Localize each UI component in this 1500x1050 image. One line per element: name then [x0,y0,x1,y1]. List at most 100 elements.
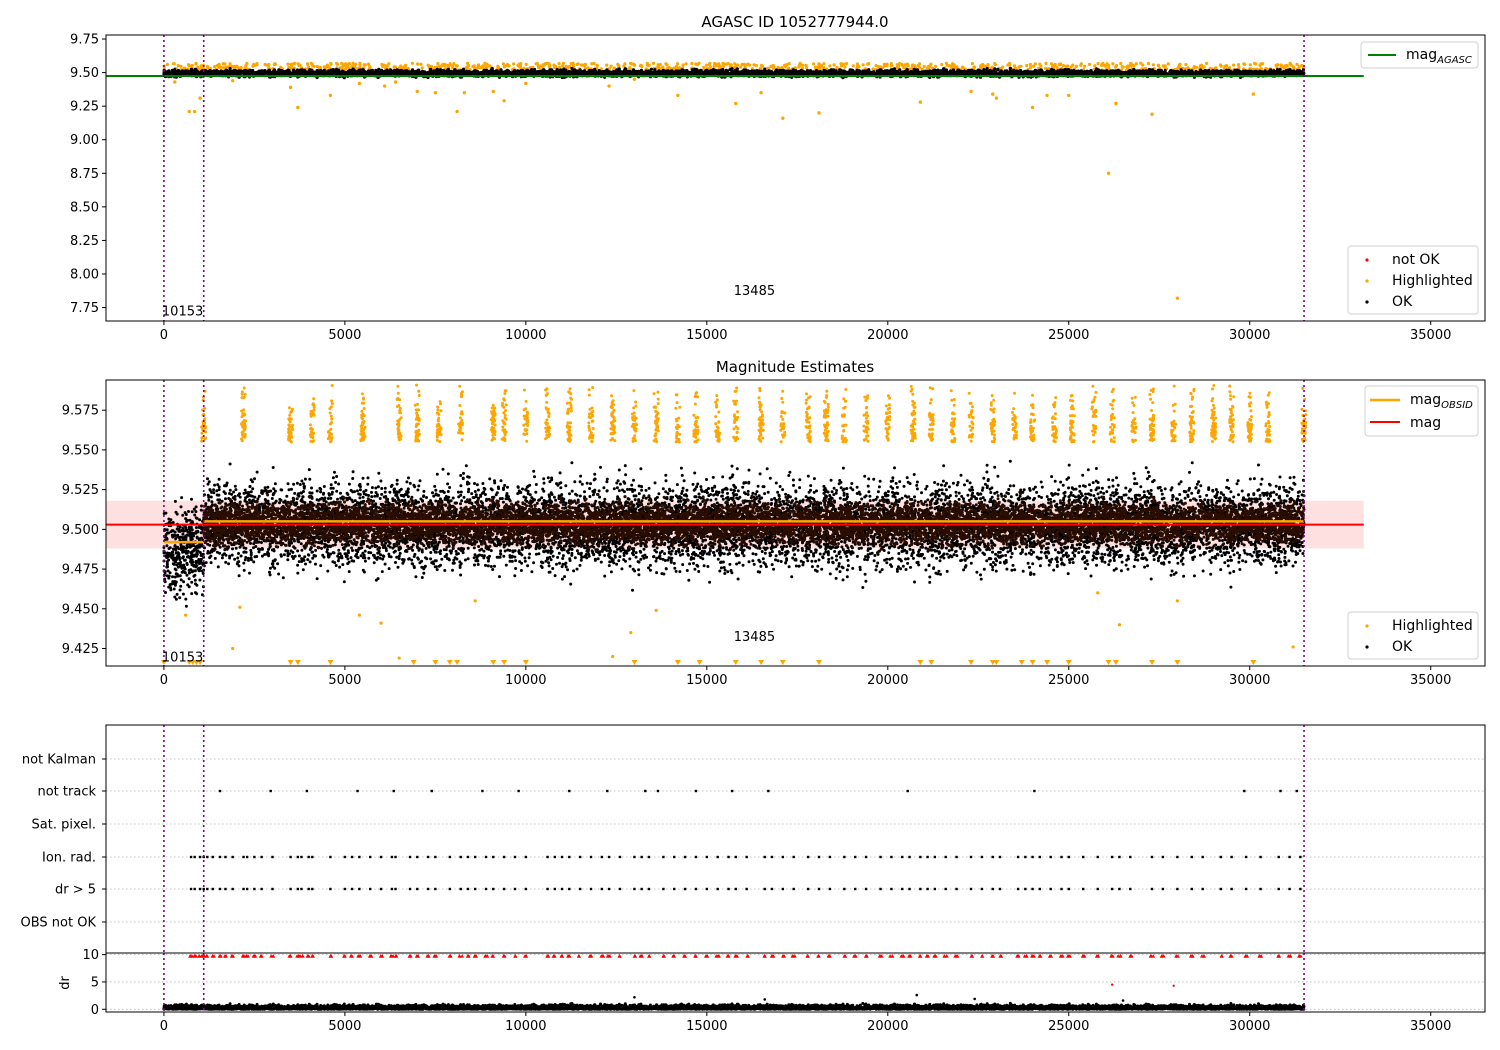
dr-clipped-marker [1094,954,1099,958]
dr-clipped-marker [716,954,720,958]
dr-clipped-marker [328,954,333,958]
flag-marker [1161,887,1165,891]
dr-clipped-marker [244,954,249,958]
flag-marker [296,887,300,891]
flag-marker [817,855,821,859]
flag-marker [1190,887,1194,891]
dr-clipped-marker [1276,954,1281,958]
flag-marker [218,855,222,859]
flag-marker [1244,855,1248,859]
dr-clipped-marker [1082,954,1087,958]
below-range-marker [928,660,935,665]
y-tick-label: 7.75 [70,301,99,316]
highlighted-point [173,80,177,84]
flag-marker [394,855,397,859]
dr-clipped-marker [826,954,831,958]
flag-label: not track [37,785,96,800]
flag-marker [854,887,857,891]
highlighted-point [491,89,495,94]
flag-marker [1031,855,1034,859]
highlighted-point [607,84,611,88]
flag-marker [980,887,984,891]
flag-marker [358,855,361,859]
dr-clipped-marker [1219,954,1224,958]
dr-clipped-marker [917,954,922,958]
flag-marker [1219,855,1222,859]
flag-marker [980,855,984,859]
dr-clipped-marker [877,954,882,958]
flag-marker [1259,887,1262,891]
highlighted-point [462,91,467,95]
flag-marker [969,887,973,891]
dr-clipped-marker [980,954,985,958]
flag-marker [1244,887,1248,891]
dr-clipped-marker [998,954,1003,958]
dr-clipped-marker [694,954,698,958]
flag-marker [683,855,687,859]
flag-marker [1033,789,1036,793]
flag-marker [1150,855,1154,859]
flag-marker [300,855,303,859]
dr-clipped-marker [577,954,581,958]
flag-marker [390,855,394,859]
dr-clipped-marker [1066,954,1071,958]
flag-marker [763,887,766,891]
dr-outlier [633,995,636,999]
dr-clipped-marker [1258,954,1262,958]
highlighted-point [1106,171,1111,176]
flag-marker [568,887,571,891]
y-tick-label: 8.50 [70,200,99,215]
flag-marker [224,887,227,891]
dr-clipped-marker [1060,954,1065,958]
flag-marker [1060,887,1063,891]
flag-marker [329,887,332,891]
flag-marker [727,855,730,859]
flag-marker [1110,887,1114,891]
flag-marker [356,789,359,793]
flag-marker [1067,887,1070,891]
flag-marker [1295,789,1298,793]
below-range-marker [501,660,508,665]
flag-marker [745,887,748,891]
dr-clipped-marker [890,954,895,958]
dr-clipped-marker [606,954,611,958]
flag-marker [560,855,564,859]
flag-marker [189,887,193,891]
flag-marker [828,887,832,891]
below-range-marker [968,660,975,665]
highlighted-point [184,613,188,617]
below-range-marker [1018,660,1025,665]
below-range-marker [732,660,739,665]
flag-marker [933,855,937,859]
flag-marker [1277,855,1280,859]
flag-marker [546,855,549,859]
dr-clipped-marker [252,954,257,958]
panel-dr: 0 5 10 0 5000 10000 15000 20000 25000 30000 35000… [58,948,1486,1034]
dr-clipped-marker [288,954,293,958]
highlighted-point [296,105,300,110]
panel-agasc-title: AGASC ID 1052777944.0 [701,13,888,31]
flag-marker [1219,887,1222,891]
highlighted-point [192,109,197,114]
dr-clipped-marker [1109,954,1114,958]
x-tick-label: 5000 [328,328,361,343]
highlighted-point [288,85,293,90]
obsid-label: 10153 [162,650,203,665]
flag-marker [578,887,582,891]
x-tick-label: 10000 [505,328,546,343]
below-range-marker [432,660,439,665]
y-tick-label: 9.575 [62,404,99,419]
flag-marker [1243,789,1246,793]
flag-marker [524,855,528,859]
highlighted-point [1251,92,1256,96]
flag-marker [662,855,665,859]
flag-marker [253,887,256,891]
highlighted-point [969,89,973,94]
obsid-label: 13485 [734,284,775,299]
flag-marker [716,855,719,859]
dr-clipped-marker [210,954,215,958]
x-tick-label: 35000 [1410,673,1451,688]
flag-marker [1176,855,1179,859]
flag-marker [1049,855,1052,859]
flag-marker [806,887,810,891]
